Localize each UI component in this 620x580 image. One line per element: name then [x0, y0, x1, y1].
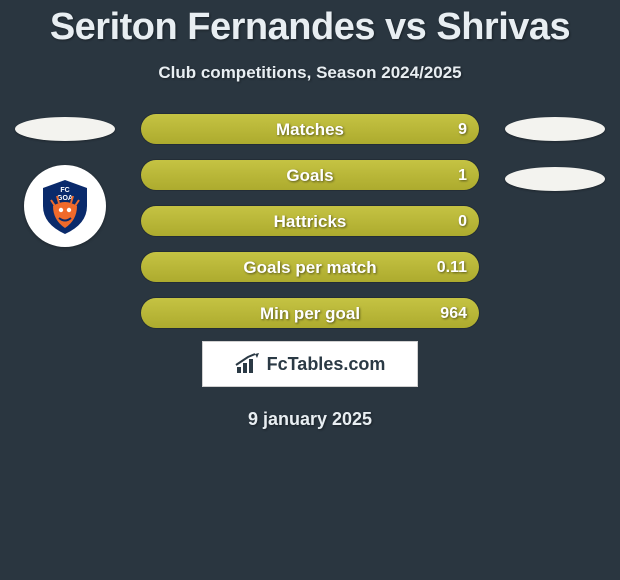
- left-player-column: FC GOA: [0, 113, 130, 247]
- bar-label: Min per goal: [141, 298, 479, 329]
- right-player-column: [490, 113, 620, 191]
- bar-label: Matches: [141, 114, 479, 145]
- right-flag-icon-2: [505, 167, 605, 191]
- brand-box: FcTables.com: [202, 341, 418, 387]
- stat-bar: Goals per match0.11: [140, 251, 480, 283]
- page-title: Seriton Fernandes vs Shrivas: [0, 0, 620, 49]
- bar-value-right: 9: [458, 114, 467, 145]
- bar-label: Hattricks: [141, 206, 479, 237]
- brand-chart-icon: [235, 353, 261, 375]
- bar-value-right: 1: [458, 160, 467, 191]
- stat-bar: Hattricks0: [140, 205, 480, 237]
- fc-goa-badge-icon: FC GOA: [35, 176, 95, 236]
- date-text: 9 january 2025: [0, 409, 620, 430]
- bar-value-right: 0: [458, 206, 467, 237]
- right-flag-icon-1: [505, 117, 605, 141]
- stat-bar: Goals1: [140, 159, 480, 191]
- bar-label: Goals: [141, 160, 479, 191]
- svg-text:FC: FC: [60, 187, 69, 194]
- left-flag-icon: [15, 117, 115, 141]
- subtitle: Club competitions, Season 2024/2025: [0, 63, 620, 83]
- stat-bars: Matches9Goals1Hattricks0Goals per match0…: [140, 113, 480, 343]
- brand-text: FcTables.com: [267, 354, 386, 375]
- left-club-badge: FC GOA: [24, 165, 106, 247]
- comparison-area: FC GOA Matches9 Goals1 Hattricks0 Goals per…: [0, 113, 620, 333]
- bar-value-right: 0.11: [437, 252, 467, 283]
- stat-bar: Matches9: [140, 113, 480, 145]
- bar-value-right: 964: [440, 298, 467, 329]
- bar-label: Goals per match: [141, 252, 479, 283]
- stat-bar: Min per goal964: [140, 297, 480, 329]
